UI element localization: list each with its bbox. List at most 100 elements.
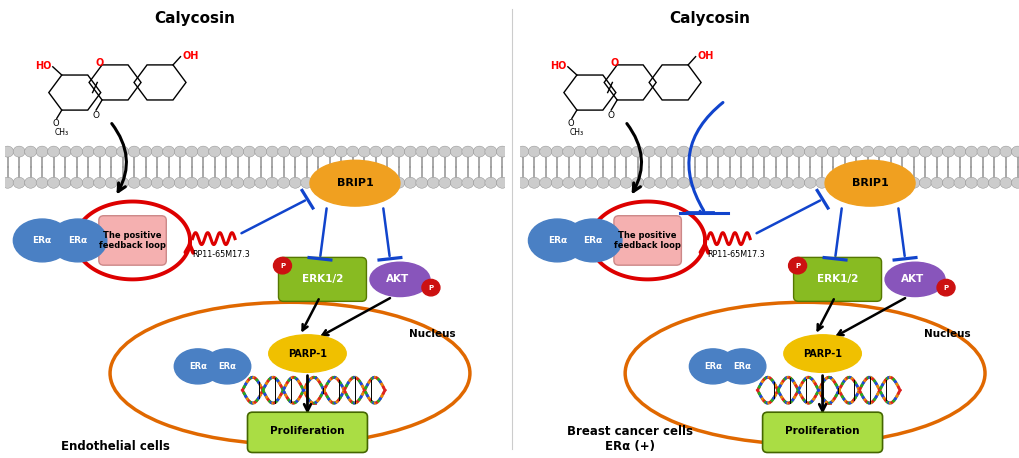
Circle shape — [404, 146, 416, 157]
Ellipse shape — [268, 335, 345, 372]
Ellipse shape — [718, 349, 765, 384]
FancyBboxPatch shape — [762, 412, 881, 453]
Circle shape — [953, 146, 965, 157]
Ellipse shape — [110, 302, 470, 444]
Circle shape — [220, 146, 232, 157]
Circle shape — [473, 146, 485, 157]
Circle shape — [631, 146, 643, 157]
FancyBboxPatch shape — [613, 216, 681, 265]
Circle shape — [312, 177, 324, 188]
Circle shape — [174, 177, 186, 188]
Text: ERα: ERα — [68, 236, 88, 245]
Circle shape — [700, 177, 712, 188]
Circle shape — [438, 177, 450, 188]
Text: ERα: ERα — [189, 362, 207, 371]
Circle shape — [438, 146, 450, 157]
Circle shape — [83, 146, 94, 157]
Circle shape — [965, 177, 976, 188]
Circle shape — [678, 146, 689, 157]
Text: P: P — [794, 262, 799, 269]
Circle shape — [918, 146, 930, 157]
Circle shape — [896, 146, 908, 157]
Circle shape — [620, 146, 632, 157]
Circle shape — [450, 177, 462, 188]
Text: P: P — [428, 284, 433, 291]
Circle shape — [689, 177, 701, 188]
Circle shape — [416, 146, 427, 157]
Circle shape — [965, 146, 976, 157]
Circle shape — [517, 146, 528, 157]
Text: Nucleus: Nucleus — [923, 329, 970, 339]
Circle shape — [700, 146, 712, 157]
Text: O: O — [93, 111, 100, 120]
Circle shape — [59, 146, 71, 157]
Circle shape — [850, 177, 861, 188]
Circle shape — [562, 177, 574, 188]
Circle shape — [185, 177, 198, 188]
Circle shape — [597, 146, 608, 157]
Circle shape — [370, 177, 381, 188]
Circle shape — [185, 146, 198, 157]
Circle shape — [70, 177, 83, 188]
Circle shape — [1011, 146, 1019, 157]
FancyBboxPatch shape — [248, 412, 367, 453]
Circle shape — [13, 146, 25, 157]
Circle shape — [266, 146, 278, 157]
Circle shape — [163, 146, 174, 157]
Circle shape — [116, 177, 128, 188]
Text: ERα: ERα — [583, 236, 602, 245]
Circle shape — [2, 146, 13, 157]
Circle shape — [289, 146, 301, 157]
Circle shape — [757, 146, 769, 157]
Circle shape — [392, 177, 405, 188]
Circle shape — [942, 177, 954, 188]
Circle shape — [323, 146, 335, 157]
Circle shape — [654, 146, 666, 157]
Circle shape — [48, 177, 59, 188]
Circle shape — [574, 177, 586, 188]
Circle shape — [735, 146, 747, 157]
Circle shape — [277, 177, 289, 188]
Text: Proliferation: Proliferation — [270, 425, 344, 436]
Circle shape — [36, 146, 48, 157]
Circle shape — [163, 177, 174, 188]
Text: P: P — [279, 262, 284, 269]
Circle shape — [597, 177, 608, 188]
Circle shape — [255, 177, 267, 188]
Text: RP11-65M17.3: RP11-65M17.3 — [706, 250, 764, 259]
Circle shape — [220, 177, 232, 188]
Circle shape — [335, 146, 346, 157]
Text: BRIP1: BRIP1 — [851, 178, 888, 188]
Text: CH₃: CH₃ — [570, 128, 583, 137]
Circle shape — [746, 177, 758, 188]
Ellipse shape — [310, 160, 399, 206]
Text: PARP-1: PARP-1 — [802, 349, 842, 359]
Circle shape — [312, 146, 324, 157]
Text: ERK1/2: ERK1/2 — [302, 274, 342, 284]
Ellipse shape — [824, 160, 914, 206]
Circle shape — [36, 177, 48, 188]
Circle shape — [585, 177, 597, 188]
Circle shape — [562, 146, 574, 157]
Circle shape — [197, 146, 209, 157]
Circle shape — [757, 177, 769, 188]
FancyBboxPatch shape — [278, 257, 366, 301]
Circle shape — [689, 146, 701, 157]
Circle shape — [266, 177, 278, 188]
Text: Endothelial cells: Endothelial cells — [60, 441, 169, 453]
Text: Calycosin: Calycosin — [154, 11, 235, 27]
Ellipse shape — [528, 219, 586, 262]
Text: OH: OH — [696, 51, 712, 61]
Text: PARP-1: PARP-1 — [287, 349, 327, 359]
Circle shape — [643, 146, 654, 157]
Circle shape — [781, 146, 793, 157]
Circle shape — [59, 177, 71, 188]
Circle shape — [804, 146, 815, 157]
Ellipse shape — [204, 349, 251, 384]
Circle shape — [484, 146, 496, 157]
Circle shape — [936, 279, 954, 296]
Text: Breast cancer cells
ERα (+): Breast cancer cells ERα (+) — [567, 425, 693, 453]
Circle shape — [346, 177, 359, 188]
Text: CH₃: CH₃ — [55, 128, 68, 137]
Circle shape — [517, 177, 528, 188]
